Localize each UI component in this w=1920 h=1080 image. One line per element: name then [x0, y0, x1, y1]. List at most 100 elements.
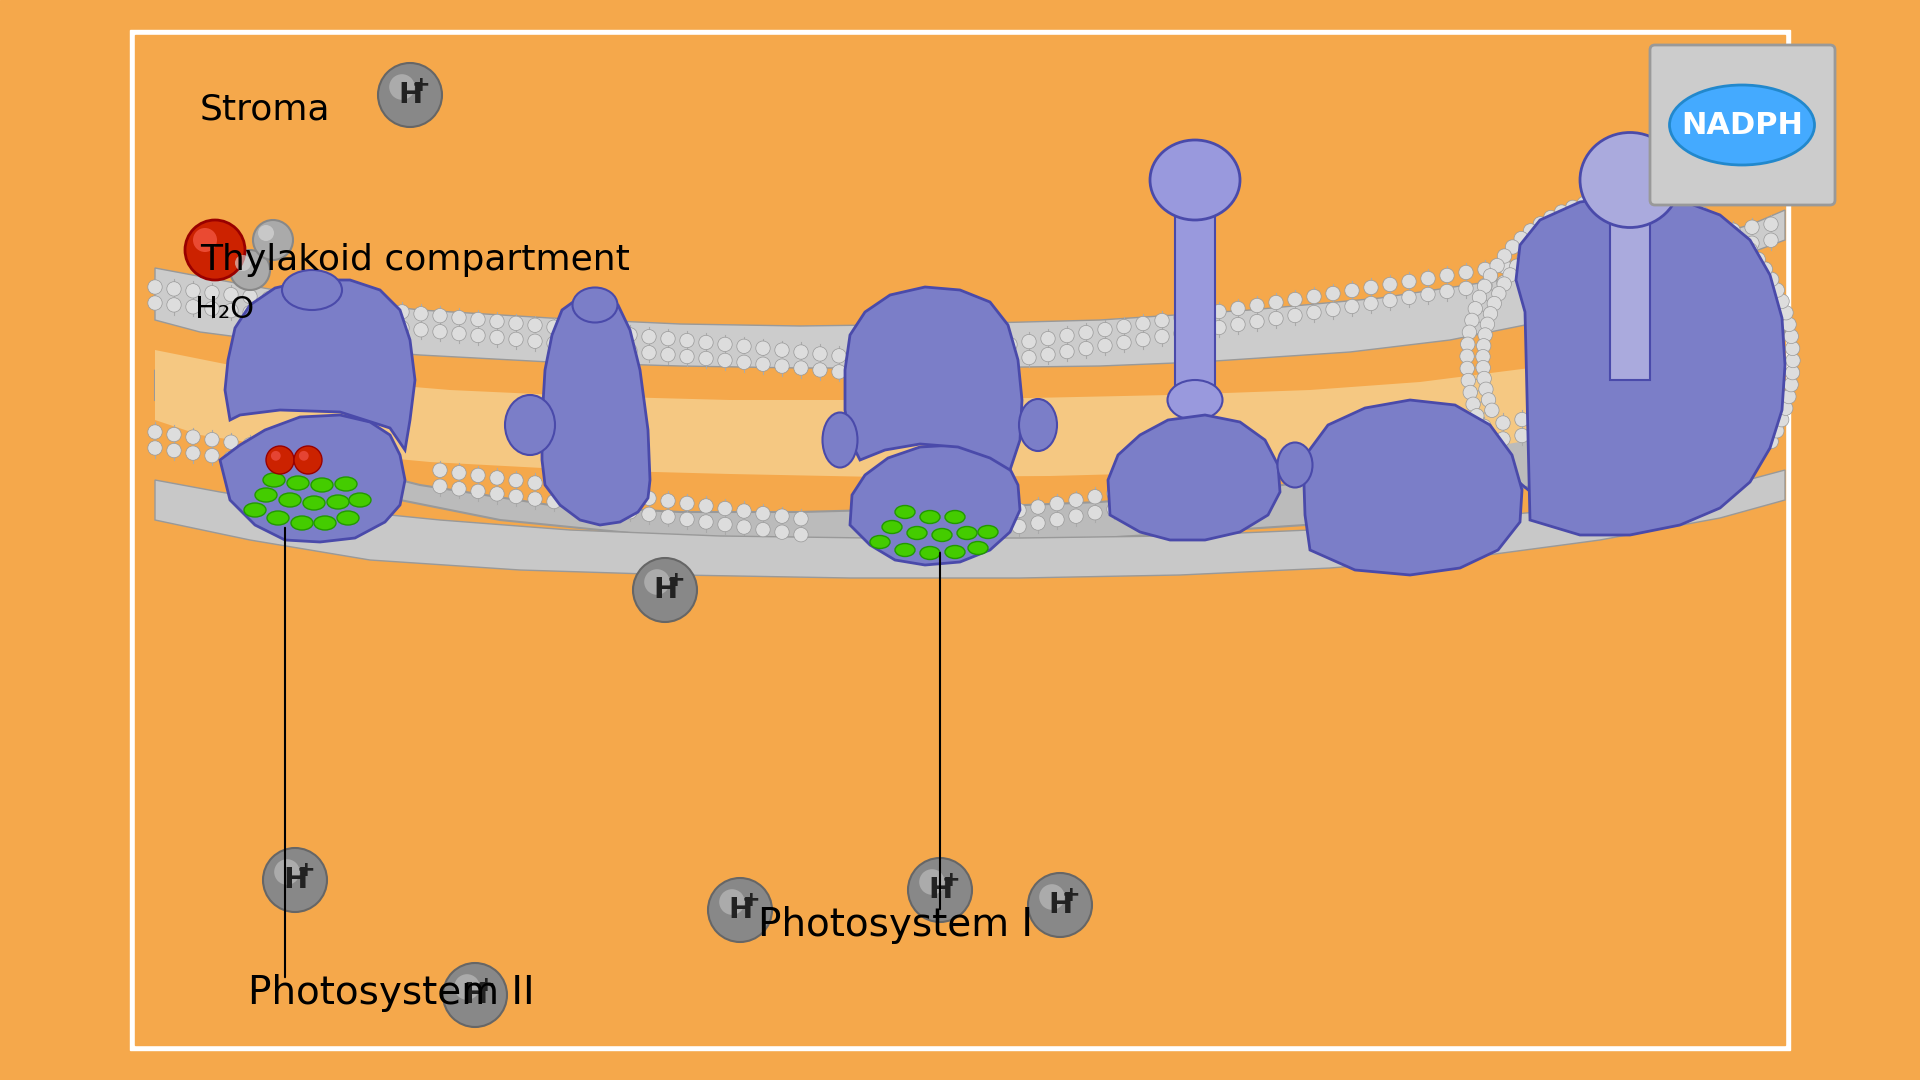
- Circle shape: [1344, 299, 1359, 313]
- Circle shape: [194, 228, 217, 252]
- Circle shape: [225, 451, 238, 465]
- Circle shape: [186, 299, 200, 314]
- Circle shape: [1649, 235, 1665, 249]
- Circle shape: [1759, 262, 1772, 276]
- Polygon shape: [225, 280, 415, 450]
- Ellipse shape: [931, 528, 952, 541]
- Circle shape: [908, 368, 922, 382]
- Circle shape: [1705, 394, 1718, 408]
- Circle shape: [927, 350, 941, 364]
- Circle shape: [528, 318, 541, 333]
- Circle shape: [1421, 287, 1436, 301]
- Circle shape: [1786, 365, 1799, 380]
- Circle shape: [718, 337, 732, 352]
- Circle shape: [1021, 335, 1037, 349]
- Circle shape: [680, 334, 695, 348]
- Circle shape: [470, 312, 486, 327]
- Circle shape: [1667, 384, 1682, 400]
- Circle shape: [432, 480, 447, 494]
- Circle shape: [680, 349, 695, 364]
- Circle shape: [1763, 396, 1778, 410]
- Circle shape: [451, 465, 467, 480]
- Circle shape: [1089, 489, 1102, 504]
- Circle shape: [1164, 491, 1179, 507]
- Circle shape: [870, 352, 885, 367]
- Circle shape: [547, 478, 561, 492]
- Circle shape: [1688, 245, 1703, 259]
- Ellipse shape: [244, 503, 267, 517]
- Circle shape: [1551, 225, 1567, 239]
- Circle shape: [851, 351, 866, 365]
- Circle shape: [1012, 503, 1025, 517]
- Circle shape: [396, 321, 409, 335]
- Circle shape: [300, 445, 315, 460]
- Circle shape: [1572, 418, 1586, 432]
- Circle shape: [622, 343, 637, 357]
- Circle shape: [1069, 509, 1083, 524]
- Circle shape: [1173, 310, 1188, 325]
- Circle shape: [547, 495, 561, 509]
- Circle shape: [1079, 341, 1092, 355]
- Circle shape: [1363, 296, 1379, 311]
- Circle shape: [319, 313, 334, 327]
- Circle shape: [1382, 453, 1396, 467]
- Circle shape: [1707, 232, 1720, 246]
- Circle shape: [294, 446, 323, 474]
- Circle shape: [1686, 397, 1701, 411]
- Circle shape: [1555, 205, 1569, 219]
- Text: H: H: [653, 576, 678, 604]
- Circle shape: [1459, 281, 1473, 296]
- Circle shape: [1288, 293, 1302, 307]
- Circle shape: [1503, 268, 1517, 282]
- Circle shape: [1647, 404, 1663, 419]
- Bar: [1611, 195, 1649, 380]
- Polygon shape: [156, 330, 1786, 540]
- Circle shape: [1440, 268, 1453, 283]
- Circle shape: [1778, 306, 1793, 320]
- Circle shape: [1137, 316, 1150, 330]
- Circle shape: [1465, 397, 1480, 411]
- Circle shape: [1463, 325, 1476, 339]
- Circle shape: [1615, 206, 1628, 220]
- Circle shape: [1192, 323, 1208, 338]
- Circle shape: [167, 298, 180, 312]
- Circle shape: [660, 494, 676, 508]
- Circle shape: [242, 289, 257, 303]
- Circle shape: [186, 430, 200, 444]
- Circle shape: [1457, 422, 1473, 437]
- Circle shape: [1250, 314, 1263, 328]
- Circle shape: [1661, 194, 1676, 208]
- Circle shape: [908, 352, 922, 367]
- Polygon shape: [1304, 400, 1523, 575]
- Ellipse shape: [906, 526, 927, 540]
- Circle shape: [1784, 329, 1799, 343]
- Circle shape: [1480, 318, 1494, 332]
- Circle shape: [641, 329, 657, 343]
- Circle shape: [1592, 399, 1605, 413]
- Ellipse shape: [822, 413, 858, 468]
- Circle shape: [641, 346, 657, 360]
- Circle shape: [205, 301, 219, 316]
- Bar: [131, 30, 1789, 1050]
- Circle shape: [1745, 220, 1759, 234]
- Circle shape: [1624, 190, 1640, 204]
- Circle shape: [1231, 318, 1246, 332]
- Circle shape: [263, 848, 326, 912]
- Circle shape: [1125, 483, 1140, 497]
- Circle shape: [1183, 488, 1198, 503]
- Circle shape: [1457, 438, 1473, 453]
- Circle shape: [1565, 200, 1580, 215]
- Circle shape: [1144, 480, 1160, 494]
- Circle shape: [1459, 349, 1475, 364]
- Circle shape: [470, 328, 486, 342]
- Circle shape: [1571, 215, 1586, 230]
- Ellipse shape: [255, 488, 276, 502]
- Circle shape: [566, 322, 580, 336]
- Circle shape: [1476, 350, 1490, 364]
- Circle shape: [1515, 429, 1528, 443]
- Circle shape: [1724, 375, 1738, 389]
- Circle shape: [1726, 226, 1740, 241]
- Circle shape: [1463, 386, 1478, 400]
- Text: Photosystem I: Photosystem I: [758, 906, 1033, 944]
- Circle shape: [1594, 260, 1607, 274]
